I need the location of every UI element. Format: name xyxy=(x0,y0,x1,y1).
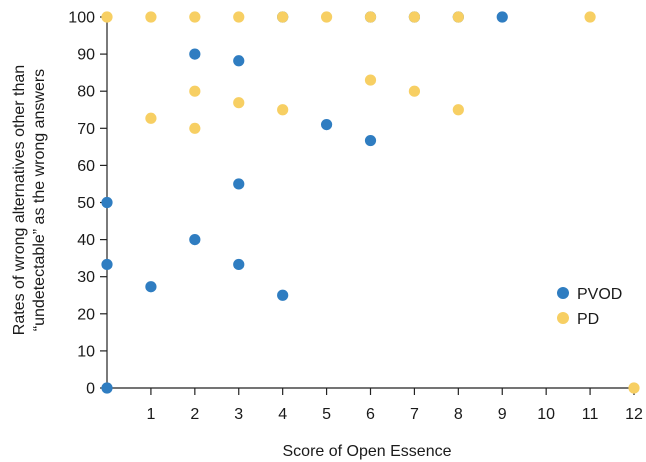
point-pd xyxy=(452,104,464,116)
legend-label-pvod: PVOD xyxy=(577,286,622,303)
point-pvod xyxy=(189,48,201,60)
point-pvod xyxy=(233,55,245,67)
point-pvod xyxy=(189,234,201,246)
point-pvod xyxy=(101,382,113,394)
x-tick-label: 11 xyxy=(582,406,599,423)
y-tick-label: 40 xyxy=(77,232,95,249)
y-tick-label: 10 xyxy=(77,343,95,360)
y-tick-label: 90 xyxy=(77,47,95,64)
point-pd xyxy=(452,11,464,23)
point-pvod xyxy=(277,289,289,301)
point-pd xyxy=(189,11,201,23)
y-tick-label: 20 xyxy=(77,306,95,323)
y-axis-label-line: Rates of wrong alternatives other than xyxy=(11,65,28,335)
x-axis-label: Score of Open Essence xyxy=(283,443,452,460)
point-pd xyxy=(277,104,289,116)
point-pvod xyxy=(145,281,157,293)
point-pd xyxy=(320,11,333,23)
point-pd xyxy=(408,11,421,23)
point-pd xyxy=(145,11,157,23)
x-tick-label: 2 xyxy=(190,406,199,423)
y-axis-label: Rates of wrong alternatives other than “u… xyxy=(11,65,48,335)
point-pd xyxy=(189,85,201,97)
point-pvod xyxy=(233,258,245,271)
legend-label-pd: PD xyxy=(577,311,599,328)
point-pd xyxy=(189,122,201,134)
data-points xyxy=(101,11,640,394)
x-tick-label: 10 xyxy=(537,406,555,423)
point-pd xyxy=(364,11,377,23)
point-pd xyxy=(628,382,640,394)
y-tick-label: 70 xyxy=(77,121,95,138)
y-tick-label: 80 xyxy=(77,84,95,101)
y-tick-label: 100 xyxy=(68,10,95,27)
legend-marker-pvod xyxy=(557,287,569,299)
legend-marker-pd xyxy=(557,312,569,324)
y-tick-label: 0 xyxy=(86,381,95,398)
x-tick-label: 7 xyxy=(410,406,419,423)
point-pvod xyxy=(320,118,333,131)
point-pd xyxy=(277,11,289,23)
x-tick-label: 3 xyxy=(234,406,243,423)
point-pd xyxy=(145,112,157,124)
point-pd xyxy=(408,85,421,97)
point-pd xyxy=(233,11,245,23)
x-tick-label: 1 xyxy=(146,406,155,423)
y-tick-label: 30 xyxy=(77,269,95,286)
y-axis-ticks: 0 10 20 30 40 50 60 70 80 90 100 xyxy=(68,10,107,398)
legend: PVOD PD xyxy=(557,286,622,328)
point-pd xyxy=(364,74,377,86)
x-axis-ticks: 1 2 3 4 5 6 7 8 9 10 11 12 xyxy=(146,388,643,423)
point-pvod xyxy=(101,258,113,271)
x-tick-label: 4 xyxy=(278,406,287,423)
axes xyxy=(106,15,638,389)
point-pd xyxy=(101,11,113,23)
x-tick-label: 6 xyxy=(366,406,375,423)
point-pvod xyxy=(496,11,508,23)
point-pvod xyxy=(233,178,245,190)
y-tick-label: 60 xyxy=(77,158,95,175)
y-axis-label-line: “undetectable” as the wrong answers xyxy=(31,69,48,331)
y-tick-label: 50 xyxy=(77,195,95,212)
x-tick-label: 12 xyxy=(625,406,643,423)
point-pd xyxy=(233,97,245,109)
point-pvod xyxy=(101,196,113,209)
point-pvod xyxy=(364,134,377,147)
x-tick-label: 8 xyxy=(454,406,463,423)
x-tick-label: 9 xyxy=(498,406,507,423)
x-tick-label: 5 xyxy=(322,406,331,423)
point-pd xyxy=(584,11,596,23)
